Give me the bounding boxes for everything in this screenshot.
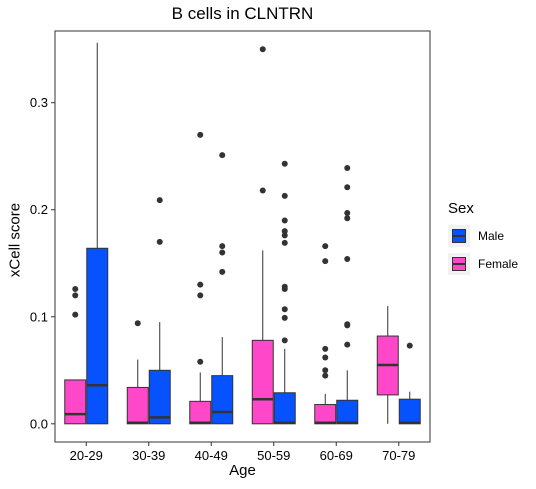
outlier-point-female xyxy=(259,46,266,53)
outlier-point-male xyxy=(344,165,351,171)
outlier-point-male xyxy=(344,321,351,328)
box-male xyxy=(273,392,296,425)
outlier-point-male xyxy=(219,268,226,275)
legend-key-male xyxy=(448,225,470,247)
outlier-point-male xyxy=(281,314,288,321)
outlier-point-male xyxy=(344,341,351,348)
outlier-point-female xyxy=(322,372,329,379)
outlier-point-male xyxy=(219,243,226,250)
outlier-point-male xyxy=(344,184,351,191)
outlier-point-male xyxy=(219,249,226,256)
outlier-point-male xyxy=(281,232,288,239)
outlier-point-male xyxy=(281,239,288,246)
legend-label-male: Male xyxy=(478,229,505,243)
x-tick-label: 50-59 xyxy=(257,448,290,463)
outlier-point-female xyxy=(322,367,329,374)
outlier-point-male xyxy=(281,228,288,235)
box-male xyxy=(336,399,359,425)
outlier-point-female xyxy=(197,281,204,288)
outlier-point-female xyxy=(197,292,204,299)
outlier-point-male xyxy=(281,306,288,313)
x-tick-label: 60-69 xyxy=(320,448,353,463)
outlier-point-male xyxy=(281,160,288,167)
x-tick-label: 40-49 xyxy=(195,448,228,463)
outlier-point-female xyxy=(197,131,204,138)
x-axis-label: Age xyxy=(229,462,256,479)
box-male xyxy=(211,375,234,425)
box-male xyxy=(148,369,171,425)
chart-title: B cells in CLNTRN xyxy=(171,4,314,23)
outlier-point-female xyxy=(72,292,79,299)
legend: Sex Male Female xyxy=(448,200,518,275)
outlier-point-male xyxy=(281,337,288,344)
outlier-point-male xyxy=(406,342,413,349)
outlier-point-female xyxy=(322,354,329,361)
legend-item-male: Male xyxy=(448,225,518,247)
outlier-point-female xyxy=(322,243,329,250)
box-female xyxy=(314,404,337,425)
y-tick-label: 0.1 xyxy=(30,309,48,324)
box-male xyxy=(398,398,421,425)
outlier-point-male xyxy=(344,209,351,216)
x-tick-label: 70-79 xyxy=(382,448,415,463)
outlier-point-male xyxy=(219,152,226,159)
outlier-point-male xyxy=(156,238,163,245)
x-tick-label: 30-39 xyxy=(132,448,165,463)
outlier-point-male xyxy=(344,215,351,222)
outlier-point-male xyxy=(156,197,163,204)
y-axis-label: xCell score xyxy=(6,202,24,278)
y-tick-label: 0.2 xyxy=(30,202,48,217)
legend-label-female: Female xyxy=(478,257,519,271)
plot-panel xyxy=(54,30,431,443)
outlier-point-female xyxy=(259,187,266,194)
outlier-point-male xyxy=(281,192,288,199)
outlier-point-female xyxy=(197,358,204,365)
outlier-point-female xyxy=(72,285,79,292)
outlier-point-male xyxy=(344,255,351,262)
box-female xyxy=(189,400,212,425)
y-tick-label: 0.0 xyxy=(30,416,48,431)
outlier-point-male xyxy=(281,283,288,290)
legend-item-female: Female xyxy=(448,253,518,275)
box-male xyxy=(86,247,109,425)
outlier-point-male xyxy=(281,217,288,224)
legend-title: Sex xyxy=(448,200,474,217)
outlier-point-female xyxy=(322,345,329,352)
outlier-point-female xyxy=(134,320,141,327)
y-tick-label: 0.3 xyxy=(30,95,48,110)
box-female xyxy=(64,379,87,425)
outlier-point-female xyxy=(322,258,329,265)
box-female xyxy=(251,339,274,425)
x-tick-label: 20-29 xyxy=(70,448,103,463)
legend-key-female xyxy=(448,253,470,275)
box-female xyxy=(126,386,149,425)
outlier-point-female xyxy=(72,311,79,318)
